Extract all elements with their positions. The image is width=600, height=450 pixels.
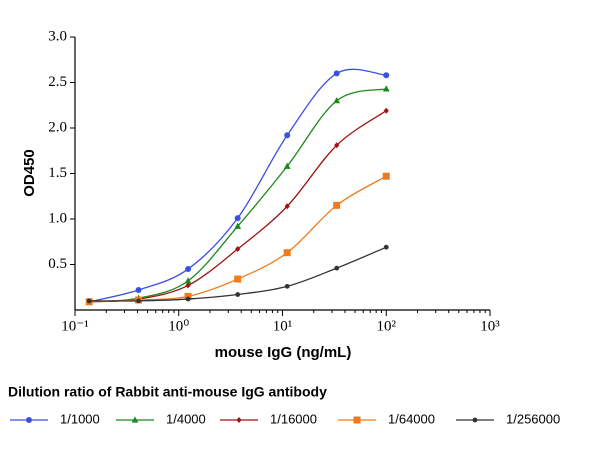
legend-title: Dilution ratio of Rabbit anti-mouse IgG … bbox=[8, 384, 327, 400]
marker bbox=[283, 249, 291, 257]
x-tick-label: 10³ bbox=[480, 318, 500, 334]
x-axis-label: mouse IgG (ng/mL) bbox=[215, 344, 352, 361]
marker bbox=[283, 162, 291, 169]
marker bbox=[235, 292, 241, 297]
marker bbox=[383, 72, 390, 79]
fit-curve bbox=[89, 88, 387, 303]
marker bbox=[185, 266, 192, 273]
marker bbox=[383, 107, 389, 114]
marker bbox=[333, 97, 341, 104]
legend-label: 1/16000 bbox=[270, 411, 317, 426]
marker bbox=[284, 203, 290, 210]
marker bbox=[185, 296, 191, 302]
marker bbox=[26, 417, 32, 423]
y-tick-label: 2.5 bbox=[48, 74, 67, 90]
marker bbox=[382, 172, 390, 180]
legend-item: 1/256000 bbox=[456, 411, 560, 426]
marker bbox=[382, 85, 390, 92]
marker bbox=[86, 298, 92, 304]
marker bbox=[236, 417, 242, 423]
legend-label: 1/4000 bbox=[166, 411, 206, 426]
y-tick-label: 1.0 bbox=[48, 210, 67, 226]
legend-label: 1/256000 bbox=[506, 411, 560, 426]
marker bbox=[234, 222, 242, 229]
legend-item: 1/16000 bbox=[220, 411, 317, 426]
legend-item: 1/64000 bbox=[338, 411, 435, 426]
marker bbox=[334, 265, 340, 271]
marker bbox=[333, 70, 340, 77]
marker bbox=[353, 416, 361, 424]
marker bbox=[234, 215, 241, 222]
marker bbox=[284, 283, 290, 289]
x-tick-label: 10⁰ bbox=[168, 318, 189, 334]
marker bbox=[135, 286, 142, 293]
y-axis-label: OD450 bbox=[21, 149, 38, 197]
marker bbox=[334, 142, 340, 149]
fit-curve bbox=[89, 110, 387, 303]
marker bbox=[185, 282, 191, 289]
fit-curve bbox=[89, 68, 387, 303]
marker bbox=[184, 292, 192, 300]
marker bbox=[383, 244, 389, 250]
x-tick-label: 10¹ bbox=[273, 318, 293, 334]
fit-curve bbox=[89, 175, 387, 303]
marker bbox=[131, 416, 139, 423]
marker bbox=[284, 132, 291, 139]
y-tick-label: 1.5 bbox=[48, 165, 67, 181]
y-tick-label: 3.0 bbox=[48, 28, 67, 44]
legend-label: 1/1000 bbox=[60, 411, 100, 426]
marker bbox=[234, 275, 242, 283]
x-tick-label: 10⁻¹ bbox=[61, 318, 88, 334]
marker bbox=[333, 201, 341, 209]
x-tick-label: 10² bbox=[377, 318, 397, 334]
marker bbox=[184, 277, 192, 284]
legend-label: 1/64000 bbox=[388, 411, 435, 426]
marker bbox=[235, 246, 241, 253]
y-tick-label: 2.0 bbox=[48, 119, 67, 135]
y-tick-label: 0.5 bbox=[48, 256, 67, 272]
legend-item: 1/4000 bbox=[116, 411, 206, 426]
legend-item: 1/1000 bbox=[10, 411, 100, 426]
marker bbox=[136, 298, 141, 304]
marker bbox=[472, 417, 478, 423]
